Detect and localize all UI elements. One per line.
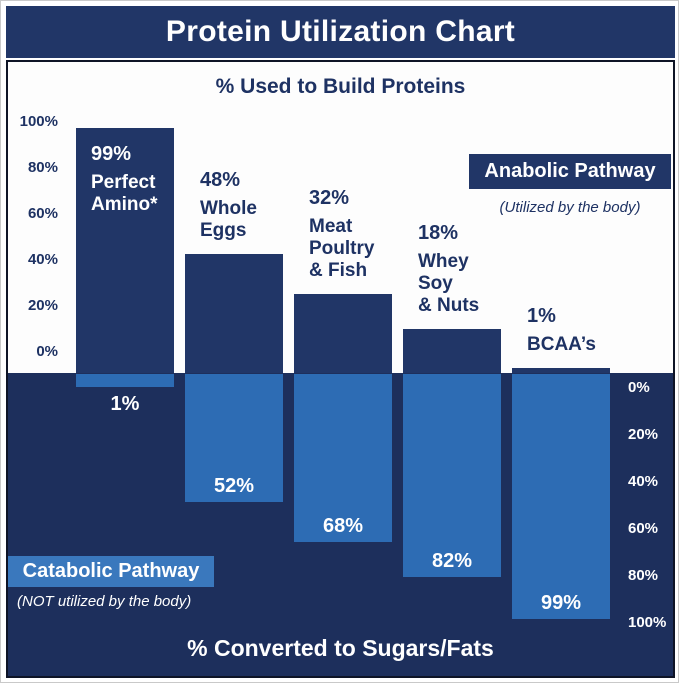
bar-category-name: Meat <box>309 216 353 237</box>
anabolic-value: 18% <box>418 222 459 244</box>
chart-title: Protein Utilization Chart <box>165 15 516 48</box>
anabolic-pathway-legend: Anabolic Pathway <box>469 154 671 189</box>
anabolic-value: 48% <box>200 169 241 191</box>
catabolic-pathway-label: Catabolic Pathway <box>22 560 200 582</box>
bar-category-name: BCAA’s <box>527 334 596 355</box>
bar-label: 32% Meat Poultry & Fish <box>309 187 374 282</box>
catabolic-bar <box>185 374 283 502</box>
upper-axis-title: % Used to Build Proteins <box>215 75 466 98</box>
chart-header: Protein Utilization Chart <box>6 6 675 58</box>
right-axis-tick: 0% <box>628 379 650 396</box>
right-axis-tick: 40% <box>628 473 659 490</box>
catabolic-value: 99% <box>540 592 582 614</box>
bar-category-name: Poultry <box>309 238 375 259</box>
anabolic-bar <box>512 368 610 373</box>
left-axis-tick: 60% <box>27 205 58 222</box>
bar-label: 99% Perfect Amino* <box>91 143 158 216</box>
right-axis-tick: 80% <box>628 567 659 584</box>
left-axis-tick: 80% <box>27 159 58 176</box>
bar-category-name: Perfect <box>91 172 156 193</box>
right-axis-tick: 20% <box>628 426 659 443</box>
catabolic-value: 82% <box>431 550 473 572</box>
catabolic-pathway-sublabel: (NOT utilized by the body) <box>17 593 192 610</box>
catabolic-bar <box>76 374 174 387</box>
anabolic-value: 99% <box>91 143 132 165</box>
bar-category-name: Soy <box>418 273 453 294</box>
catabolic-bar <box>512 374 610 619</box>
anabolic-pathway-label: Anabolic Pathway <box>484 160 656 182</box>
bar-label: 1% BCAA’s <box>527 305 596 356</box>
bar-category-name: Eggs <box>200 220 247 241</box>
bar-category-name: & Fish <box>309 260 368 281</box>
catabolic-bar <box>403 374 501 577</box>
right-axis-tick: 100% <box>628 614 667 631</box>
catabolic-value: 68% <box>322 515 364 537</box>
left-axis-tick: 20% <box>27 297 58 314</box>
anabolic-value: 32% <box>309 187 350 209</box>
catabolic-bar <box>294 374 392 542</box>
right-axis-tick: 60% <box>628 520 659 537</box>
plot-area: % Used to Build Proteins Anabolic Pathwa… <box>8 62 673 676</box>
anabolic-bar <box>403 329 501 373</box>
lower-axis-title: % Converted to Sugars/Fats <box>187 635 494 661</box>
anabolic-bar <box>185 254 283 373</box>
bar-label: 48% Whole Eggs <box>200 169 257 242</box>
anabolic-bar <box>76 128 174 373</box>
bar-category-name: Amino* <box>91 194 158 215</box>
left-axis-tick: 40% <box>27 251 58 268</box>
bar-category-name: Whole <box>200 198 257 219</box>
chart-frame: % Used to Build Proteins Anabolic Pathwa… <box>6 60 675 678</box>
left-axis-tick: 0% <box>36 343 58 360</box>
catabolic-value: 1% <box>110 393 140 415</box>
bar-label: 18% Whey Soy & Nuts <box>418 222 479 317</box>
catabolic-value: 52% <box>213 475 255 497</box>
bar-category-name: Whey <box>418 251 469 272</box>
bar-category-name: & Nuts <box>418 295 480 316</box>
anabolic-pathway-sublabel: (Utilized by the body) <box>499 199 641 216</box>
anabolic-value: 1% <box>527 305 556 327</box>
left-axis-tick: 100% <box>19 113 58 130</box>
anabolic-bar <box>294 294 392 373</box>
catabolic-pathway-legend: Catabolic Pathway <box>8 556 214 587</box>
